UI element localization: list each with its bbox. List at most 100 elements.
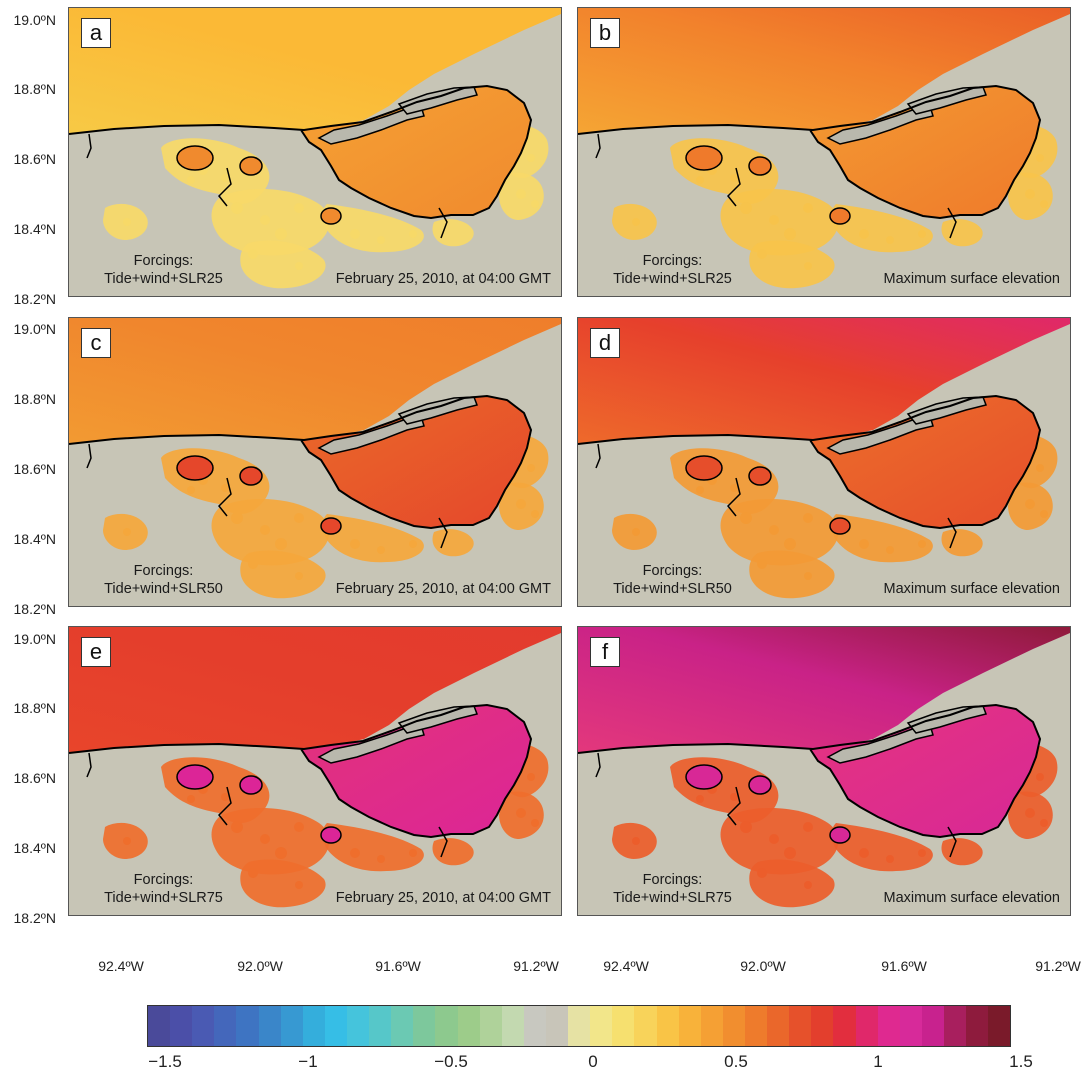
panel-timestamp: Maximum surface elevation: [883, 581, 1061, 597]
river-channel: [947, 517, 957, 549]
y-tick-label: 19.0ºN: [13, 12, 56, 28]
flooded-land-spot: [294, 513, 304, 523]
colorbar-cell: [214, 1006, 237, 1046]
flooded-land-patch: [240, 859, 326, 908]
x-tick-label: 92.0ºW: [740, 958, 786, 974]
flooded-land-spot: [187, 486, 195, 494]
river-channel: [217, 786, 232, 826]
flooded-land-spot: [350, 848, 360, 858]
flooded-land-spot: [231, 512, 243, 524]
flooded-land-spot: [350, 539, 360, 549]
inner-lagoon: [239, 156, 263, 176]
x-tick-label: 91.2ºW: [513, 958, 559, 974]
flooded-land-spot: [221, 793, 229, 801]
forcings-heading: Forcings:: [642, 872, 703, 888]
barrier-island: [826, 415, 934, 455]
map-canvas: [69, 8, 561, 296]
forcings-label: Forcings: Tide+wind+SLR50: [600, 562, 745, 598]
x-tick-label: 92.4ºW: [603, 958, 649, 974]
flooded-land-spot: [260, 834, 270, 844]
forcings-value: Tide+wind+SLR75: [104, 890, 223, 906]
flooded-land-spot: [804, 572, 812, 580]
map-panel-b: b Forcings: Tide+wind+SLR25 Maximum surf…: [577, 7, 1071, 297]
colorbar-cell: [523, 1006, 546, 1046]
inner-lagoon: [748, 775, 772, 795]
flooded-land-spot: [632, 528, 640, 536]
map-panel-d: d Forcings: Tide+wind+SLR50 Maximum surf…: [577, 317, 1071, 607]
flooded-land-spot: [859, 229, 869, 239]
colorbar-cell: [391, 1006, 414, 1046]
river-channel: [595, 443, 601, 469]
flooded-land-spot: [1040, 200, 1048, 208]
inner-lagoon: [685, 764, 723, 790]
flooded-land-spot: [187, 795, 195, 803]
flooded-land-spot: [740, 821, 752, 833]
flooded-land-spot: [632, 218, 640, 226]
colorbar-cell: [966, 1006, 989, 1046]
flooded-land-patch: [432, 529, 474, 557]
inner-lagoon: [829, 207, 851, 225]
panel-letter: c: [81, 328, 111, 358]
coastline: [69, 394, 533, 530]
colorbar-cell: [280, 1006, 303, 1046]
panel-timestamp: February 25, 2010, at 04:00 GMT: [335, 581, 551, 597]
flooded-land-spot: [275, 847, 287, 859]
colorbar-cell: [170, 1006, 193, 1046]
sea-surface: [69, 318, 561, 444]
flooded-land-spot: [377, 546, 385, 554]
barrier-island: [397, 396, 478, 425]
flooded-land-spot: [123, 837, 131, 845]
flooded-land-spot: [859, 539, 869, 549]
flooded-land-patch: [240, 550, 326, 599]
flooded-land-spot: [757, 249, 767, 259]
y-tick-label: 18.6ºN: [13, 461, 56, 477]
colorbar-cell: [877, 1006, 900, 1046]
flooded-land-patch: [749, 240, 835, 289]
y-tick-label: 18.4ºN: [13, 840, 56, 856]
forcings-heading: Forcings:: [133, 253, 194, 269]
x-tick-label: 91.6ºW: [375, 958, 421, 974]
river-channel: [438, 517, 448, 549]
y-tick-label: 18.6ºN: [13, 770, 56, 786]
colorbar-cell: [656, 1006, 679, 1046]
colorbar-cell: [988, 1006, 1011, 1046]
flooded-land-spot: [784, 538, 796, 550]
colorbar-cell: [346, 1006, 370, 1046]
sea-surface: [578, 8, 1070, 134]
flooded-land-spot: [804, 881, 812, 889]
panel-timestamp: Maximum surface elevation: [883, 890, 1061, 906]
lagoon-surface: [301, 396, 531, 528]
colorbar-cell: [921, 1006, 944, 1046]
map-panel-f: f Forcings: Tide+wind+SLR75 Maximum surf…: [577, 626, 1071, 916]
flooded-land-spot: [757, 868, 767, 878]
flooded-land-patch: [941, 838, 983, 866]
flooded-land-spot: [231, 821, 243, 833]
flooded-land-patch: [749, 550, 835, 599]
flooded-land-spot: [1036, 154, 1044, 162]
flooded-land-spot: [409, 230, 417, 238]
flooded-land-patch: [240, 240, 326, 289]
y-tick-label: 18.2ºN: [13, 601, 56, 617]
river-channel: [726, 477, 741, 517]
colorbar-cell: [545, 1006, 569, 1046]
flooded-land-spot: [696, 176, 704, 184]
flooded-land-spot: [918, 849, 926, 857]
colorbar-cell: [855, 1006, 878, 1046]
flooded-land-spot: [516, 808, 526, 818]
map-canvas: [69, 318, 561, 606]
colorbar-cell: [899, 1006, 922, 1046]
panel-letter: d: [590, 328, 620, 358]
barrier-island: [317, 415, 425, 455]
flooded-land-spot: [295, 572, 303, 580]
colorbar-tick-label: 0.5: [724, 1052, 748, 1071]
flooded-land-patch: [941, 529, 983, 557]
inner-lagoon: [748, 466, 772, 486]
river-channel: [947, 207, 957, 239]
forcings-heading: Forcings:: [133, 872, 194, 888]
y-tick-label: 18.8ºN: [13, 700, 56, 716]
flooded-land-spot: [409, 849, 417, 857]
flooded-land-spot: [1036, 773, 1044, 781]
colorbar-cell: [479, 1006, 502, 1046]
barrier-island: [906, 705, 987, 734]
coastline: [69, 703, 533, 839]
